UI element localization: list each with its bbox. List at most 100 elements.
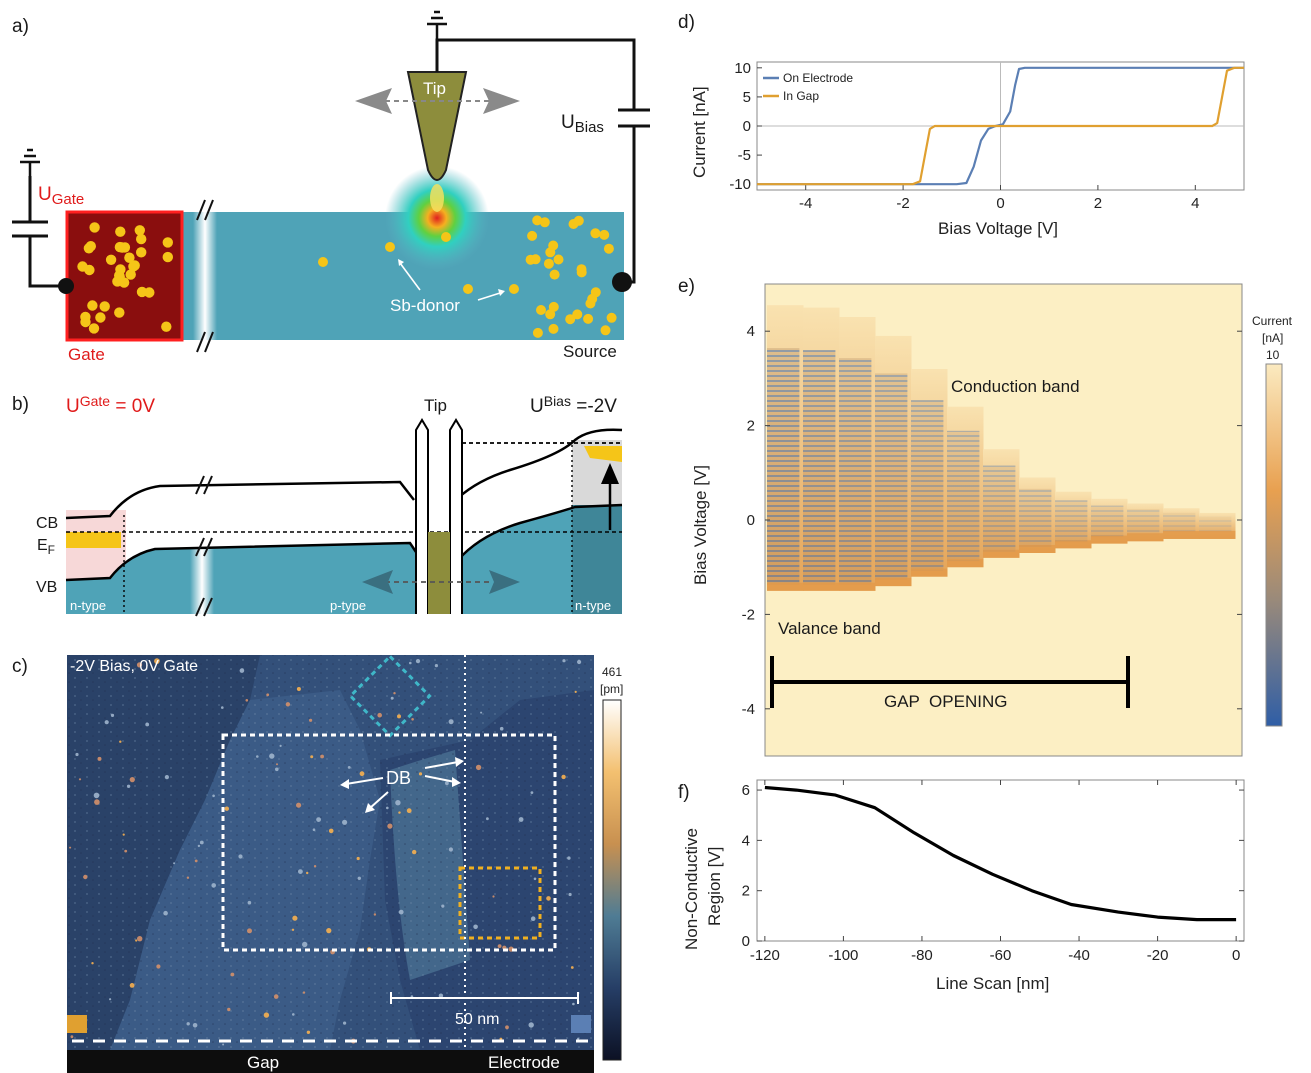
db-spot <box>572 1002 575 1006</box>
db-spot <box>154 658 160 664</box>
dopant-dot <box>115 264 126 275</box>
db-spot <box>306 871 309 875</box>
db-spot <box>122 833 125 836</box>
n-type-right-label: n-type <box>575 598 611 613</box>
f-ylabel-line2: Region [V] <box>705 847 724 926</box>
dopant-dot <box>600 325 611 336</box>
db-spot <box>398 811 401 814</box>
legend-gap-label: In Gap <box>783 89 819 103</box>
tunnel-barrier-right <box>449 418 463 614</box>
dopant-dot <box>568 219 579 229</box>
db-spot <box>568 892 572 897</box>
db-spot <box>164 775 169 780</box>
db-spot <box>137 936 143 942</box>
dopant-dot <box>136 247 147 258</box>
dopant-dot <box>590 228 601 239</box>
db-spot <box>109 998 112 1001</box>
heatmap-column-texture <box>1127 509 1160 536</box>
db-spot <box>480 711 483 714</box>
sb-donor-dot <box>318 257 328 267</box>
tip-label-b: Tip <box>424 396 447 415</box>
f-xtick-label: 0 <box>1232 947 1240 964</box>
cb-curve <box>65 480 415 520</box>
dopant-dot <box>545 309 556 320</box>
db-spot <box>263 1012 270 1018</box>
f-series-line <box>764 785 1237 922</box>
tip-body <box>406 71 468 181</box>
heatmap-column-texture <box>1163 512 1196 533</box>
u-bias-label: UBias <box>561 112 604 136</box>
dopant-dot <box>548 301 559 312</box>
db-spot <box>302 991 306 994</box>
scale-label: 50 nm <box>455 1011 499 1028</box>
d-series-lines <box>757 66 1244 186</box>
db-spot <box>212 794 215 798</box>
heatmap-column-edge <box>983 549 1020 558</box>
panel-c-stm-image: -2V Bias, 0V Gate DB 50 nm Gap Electrode… <box>67 654 623 1073</box>
break-mark-a-top2 <box>204 199 214 221</box>
e-ytick-label: -4 <box>742 701 755 718</box>
n-type-right-region <box>572 505 622 614</box>
dopant-dot <box>543 258 554 269</box>
gate-contact <box>58 278 74 294</box>
db-spot <box>222 1043 225 1046</box>
series-non-conductive-region <box>764 785 1237 922</box>
dopant-dot <box>587 293 598 304</box>
db-spot <box>227 1007 231 1012</box>
db-spot <box>518 817 524 822</box>
dopant-dot <box>87 300 98 311</box>
d-ytick-label: -10 <box>729 176 751 193</box>
source-contact <box>612 272 632 292</box>
stm-colorbar <box>602 699 622 1061</box>
db-spot <box>292 915 298 921</box>
e-ytick-label: -2 <box>742 606 755 623</box>
dopant-dot <box>89 222 100 233</box>
db-spot <box>533 877 537 881</box>
f-xtick-label: -20 <box>1147 947 1169 964</box>
f-ylabel-line1: Non-Conductive <box>682 828 701 950</box>
heatmap-column-texture <box>1199 516 1232 533</box>
cb-curve-right <box>457 428 623 499</box>
source-dopants <box>525 215 617 338</box>
d-ylabel: Current [nA] <box>690 86 709 178</box>
e-ytick-label: 4 <box>747 323 755 340</box>
d-ytick-label: 0 <box>743 118 751 135</box>
cb-label: CB <box>36 515 58 532</box>
sb-donor-dot <box>441 232 451 242</box>
db-spot <box>492 895 495 898</box>
heatmap-column-texture <box>983 465 1016 552</box>
dopant-dot <box>136 233 147 245</box>
db-spot <box>199 840 204 845</box>
tip-label: Tip <box>423 79 446 98</box>
orange-dashed-box <box>458 866 542 940</box>
db-spot <box>320 754 324 759</box>
f-xtick-label: -100 <box>828 947 858 964</box>
u-gate-label: UGate <box>38 184 84 208</box>
vb-curve <box>65 541 422 582</box>
db-spot <box>412 849 417 855</box>
db-spot <box>221 706 224 709</box>
panel-b-band-diagram: UGate = 0V UBias =-2V Tip CB EF VB n-typ… <box>36 393 623 617</box>
db-spot <box>359 771 365 777</box>
dopant-dot <box>95 312 106 323</box>
f-axis-ticks: -120 -100 -80 -60 -40 -20 0 0 2 4 6 <box>742 780 1244 964</box>
db-spot <box>135 939 138 942</box>
db-spot <box>192 1023 198 1028</box>
blue-dashed-diamond <box>348 654 432 738</box>
source-label: Source <box>563 342 617 361</box>
heatmap-column-edge <box>1055 540 1092 549</box>
dopant-dot <box>85 241 97 252</box>
gap-opening-label: GAP OPENING <box>884 692 1007 711</box>
db-spot <box>577 659 582 665</box>
f-xtick-label: -40 <box>1068 947 1090 964</box>
db-spot <box>448 847 453 852</box>
heatmap-column-edge <box>875 578 912 587</box>
db-spot <box>238 854 243 859</box>
e-heatmap-columns <box>767 305 1236 591</box>
d-xlabel: Bias Voltage [V] <box>938 219 1058 238</box>
e-colorbar <box>1265 363 1283 727</box>
move-arrow-left-icon <box>362 570 393 594</box>
sb-donor-dot <box>385 242 395 252</box>
db-spot <box>528 1022 534 1028</box>
db-spot <box>197 844 201 848</box>
